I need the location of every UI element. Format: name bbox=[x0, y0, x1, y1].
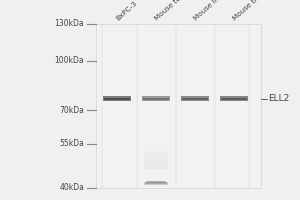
Text: Mouse testis: Mouse testis bbox=[154, 0, 191, 22]
Text: 100kDa: 100kDa bbox=[54, 56, 84, 65]
Text: Mouse brain: Mouse brain bbox=[232, 0, 268, 22]
Bar bbox=[145, 182, 167, 184]
Bar bbox=[144, 151, 168, 154]
Bar bbox=[144, 166, 168, 169]
Bar bbox=[144, 164, 168, 166]
Text: ELL2: ELL2 bbox=[268, 94, 290, 103]
Bar bbox=[143, 98, 169, 100]
Bar bbox=[146, 181, 166, 183]
Bar bbox=[144, 162, 168, 164]
Text: 55kDa: 55kDa bbox=[59, 139, 84, 148]
Bar bbox=[144, 182, 168, 185]
Bar bbox=[144, 156, 168, 158]
Bar bbox=[142, 96, 170, 101]
Text: 40kDa: 40kDa bbox=[59, 184, 84, 192]
Bar bbox=[181, 96, 209, 101]
Text: 70kDa: 70kDa bbox=[59, 106, 84, 115]
Bar bbox=[220, 96, 248, 101]
Text: Mouse liver: Mouse liver bbox=[193, 0, 227, 22]
Bar bbox=[144, 160, 168, 162]
FancyBboxPatch shape bbox=[96, 24, 261, 188]
Bar bbox=[148, 181, 164, 183]
Bar bbox=[182, 98, 208, 100]
Bar bbox=[144, 158, 168, 160]
Bar bbox=[103, 96, 131, 101]
Bar bbox=[221, 98, 247, 100]
Text: 130kDa: 130kDa bbox=[54, 19, 84, 28]
Bar bbox=[144, 154, 168, 156]
Bar bbox=[146, 182, 167, 184]
Bar bbox=[104, 98, 130, 100]
Bar bbox=[147, 181, 165, 183]
Text: BxPC-3: BxPC-3 bbox=[115, 0, 138, 22]
